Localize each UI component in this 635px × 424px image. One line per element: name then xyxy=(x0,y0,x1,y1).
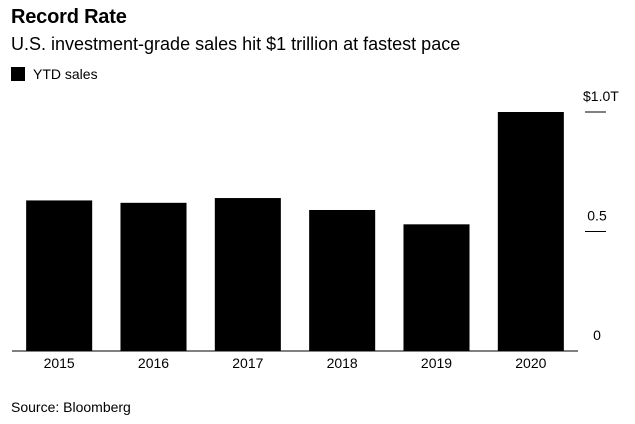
chart-title: Record Rate xyxy=(11,6,127,28)
x-tick-label-2019: 2019 xyxy=(421,355,452,371)
bar-2019 xyxy=(403,224,470,351)
legend-swatch xyxy=(11,67,25,81)
x-tick-label-2015: 2015 xyxy=(44,355,75,371)
bar-2018 xyxy=(309,209,376,351)
x-tick-label-2017: 2017 xyxy=(232,355,263,371)
bar-2016 xyxy=(120,202,187,351)
bar-2015 xyxy=(26,200,93,351)
legend-label: YTD sales xyxy=(33,66,98,82)
x-tick-label-2020: 2020 xyxy=(515,355,546,371)
x-tick-label-2016: 2016 xyxy=(138,355,169,371)
x-tick-label-2018: 2018 xyxy=(327,355,358,371)
chart-subtitle: U.S. investment-grade sales hit $1 trill… xyxy=(11,34,461,54)
legend: YTD sales xyxy=(11,66,98,82)
y-tick-label: 0.5 xyxy=(587,208,607,224)
source-note: Source: Bloomberg xyxy=(11,399,131,415)
y-tick-label: $1.0T xyxy=(583,88,619,104)
bar-2017 xyxy=(214,198,281,351)
y-tick-label: 0 xyxy=(593,327,601,343)
bar-2020 xyxy=(497,112,564,351)
